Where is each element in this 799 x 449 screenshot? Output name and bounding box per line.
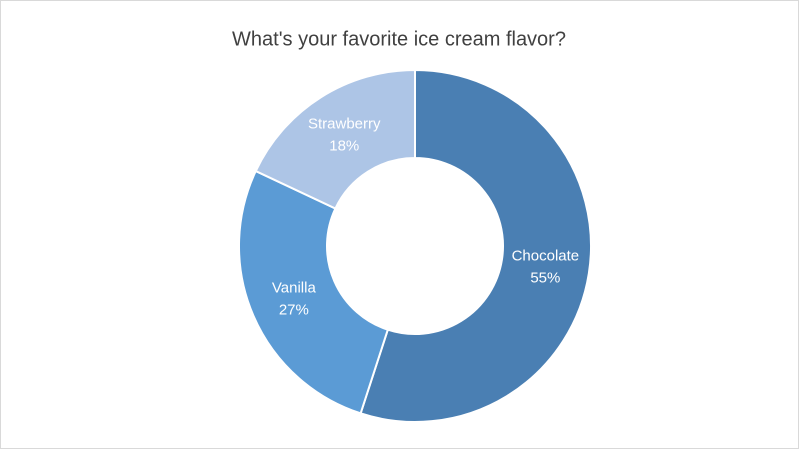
slice-value-label: 27% [279, 301, 309, 318]
slice-value-label: 18% [329, 138, 359, 155]
donut-slice [359, 68, 592, 423]
donut-slice [238, 169, 390, 415]
slice-label: Chocolate [512, 248, 580, 265]
slice-value-label: 55% [530, 270, 560, 287]
donut-slice [254, 68, 416, 210]
chart-title: What's your favorite ice cream flavor? [232, 28, 566, 50]
slice-label: Strawberry [308, 116, 381, 133]
slice-label: Vanilla [272, 279, 317, 296]
